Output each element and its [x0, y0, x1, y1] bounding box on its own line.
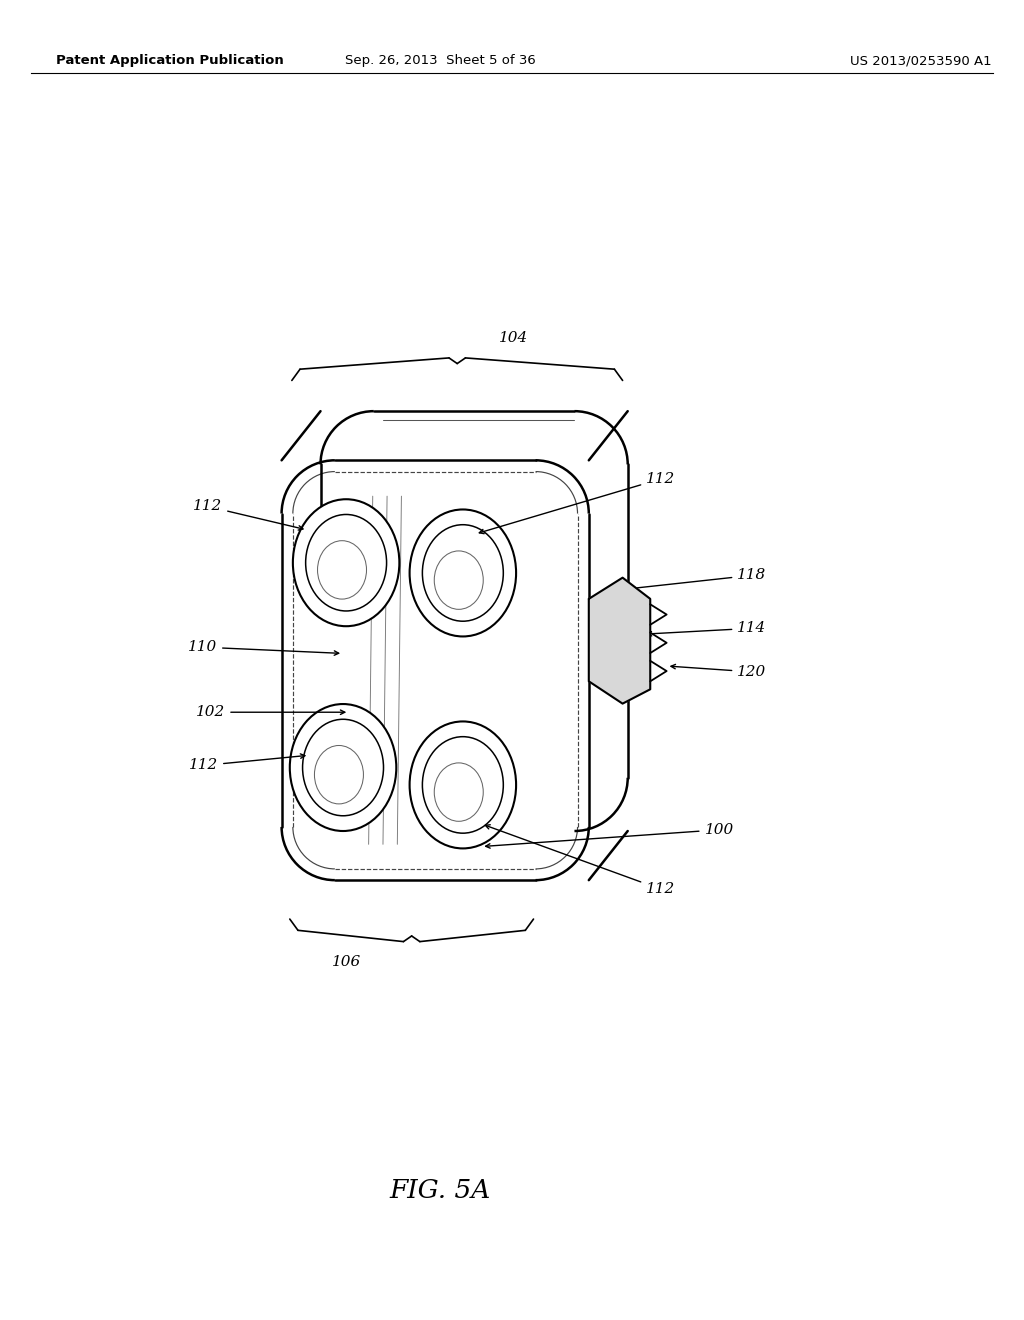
- Text: 104: 104: [499, 330, 528, 345]
- Text: Sep. 26, 2013  Sheet 5 of 36: Sep. 26, 2013 Sheet 5 of 36: [345, 54, 536, 67]
- Text: Patent Application Publication: Patent Application Publication: [56, 54, 284, 67]
- Text: 110: 110: [187, 640, 339, 655]
- Ellipse shape: [290, 704, 396, 832]
- Polygon shape: [589, 578, 650, 704]
- Text: 112: 112: [188, 754, 305, 772]
- Text: 114: 114: [647, 622, 767, 636]
- Text: US 2013/0253590 A1: US 2013/0253590 A1: [850, 54, 991, 67]
- Ellipse shape: [410, 722, 516, 849]
- Text: 112: 112: [479, 473, 676, 533]
- Text: 100: 100: [485, 822, 734, 849]
- Text: 102: 102: [196, 705, 345, 719]
- Text: 112: 112: [485, 825, 676, 896]
- Text: 118: 118: [627, 569, 767, 591]
- Text: 106: 106: [332, 954, 360, 969]
- Text: 120: 120: [671, 664, 767, 678]
- Ellipse shape: [410, 510, 516, 636]
- Ellipse shape: [293, 499, 399, 626]
- Text: FIG. 5A: FIG. 5A: [390, 1179, 490, 1203]
- Text: 112: 112: [193, 499, 303, 531]
